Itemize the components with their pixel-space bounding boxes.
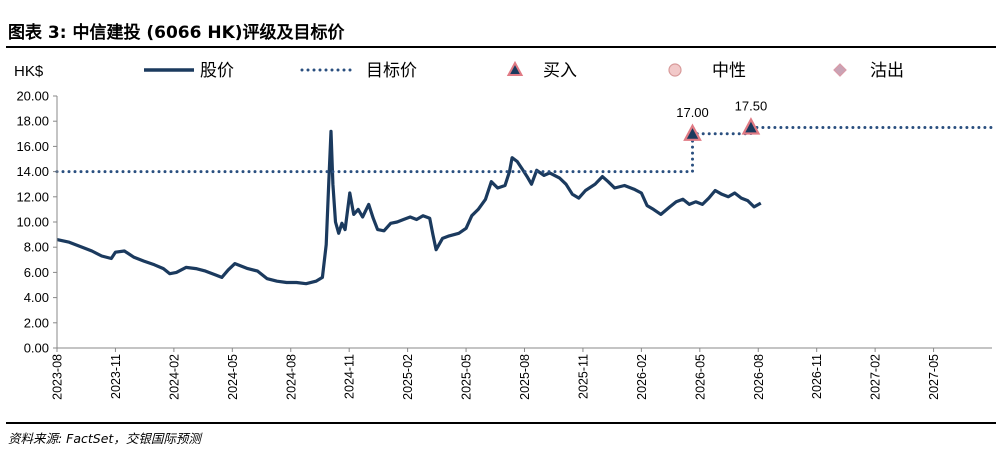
series-target-line — [55, 126, 994, 174]
x-tick-label: 2026-08 — [752, 354, 766, 400]
x-axis-ticks: 2023-08 2023-11 2024-02 2024-05 2024-08 2024-… — [51, 348, 941, 400]
y-tick-label: 0.00 — [24, 341, 49, 356]
x-tick-label: 2025-02 — [401, 354, 415, 400]
y-tick-label: 18.00 — [16, 114, 49, 129]
x-tick-label: 2026-02 — [635, 354, 649, 400]
y-tick-label: 14.00 — [16, 164, 49, 179]
x-tick-label: 2025-05 — [460, 354, 474, 400]
bottom-rule — [6, 422, 996, 424]
y-tick-label: 16.00 — [16, 139, 49, 154]
marker-value-label: 17.00 — [676, 105, 709, 120]
x-tick-label: 2027-05 — [927, 354, 941, 400]
buy-marker — [741, 117, 761, 135]
x-tick-label: 2024-08 — [284, 354, 298, 400]
marker-value-label: 17.50 — [735, 99, 768, 114]
figure-title: 图表 3: 中信建投 (6066 HK)评级及目标价 — [8, 23, 345, 43]
marker-layer: 17.00 17.50 — [676, 99, 768, 141]
y-axis-label: HK$ — [14, 63, 44, 80]
y-tick-label: 10.00 — [16, 215, 49, 230]
legend-sell-symbol — [833, 63, 847, 77]
source-note: 资料来源: FactSet，交银国际预测 — [8, 431, 201, 446]
top-rule — [6, 46, 996, 48]
x-tick-label: 2024-11 — [343, 354, 357, 399]
x-tick-label: 2027-02 — [869, 354, 883, 400]
y-tick-label: 4.00 — [24, 290, 49, 305]
legend: 股价 目标价 买入 中性 沽出 — [144, 60, 904, 81]
y-tick-label: 6.00 — [24, 265, 49, 280]
legend-sell-label: 沽出 — [870, 61, 904, 81]
series-layer — [55, 126, 994, 286]
y-tick-label: 8.00 — [24, 240, 49, 255]
x-tick-label: 2025-08 — [518, 354, 532, 400]
x-tick-label: 2026-11 — [810, 354, 824, 399]
x-tick-label: 2023-08 — [51, 354, 65, 400]
legend-buy-symbol — [506, 60, 524, 76]
y-axis-ticks: 0.00 2.00 4.00 6.00 8.00 10.00 12.00 14.00 16.00… — [16, 89, 57, 356]
legend-neutral-label: 中性 — [712, 61, 746, 81]
legend-target-label: 目标价 — [366, 61, 417, 81]
buy-marker — [683, 123, 702, 141]
x-tick-label: 2025-11 — [576, 354, 590, 399]
series-price-line — [56, 129, 762, 286]
legend-price-label: 股价 — [200, 61, 234, 81]
x-tick-label: 2024-02 — [167, 354, 181, 400]
y-tick-label: 12.00 — [16, 189, 49, 204]
y-tick-label: 20.00 — [16, 89, 49, 104]
x-tick-label: 2024-05 — [226, 354, 240, 400]
x-tick-label: 2023-11 — [109, 354, 123, 399]
legend-neutral-symbol — [668, 63, 682, 77]
x-tick-label: 2026-05 — [693, 354, 707, 400]
y-tick-label: 2.00 — [24, 315, 49, 330]
legend-buy-label: 买入 — [543, 61, 577, 81]
